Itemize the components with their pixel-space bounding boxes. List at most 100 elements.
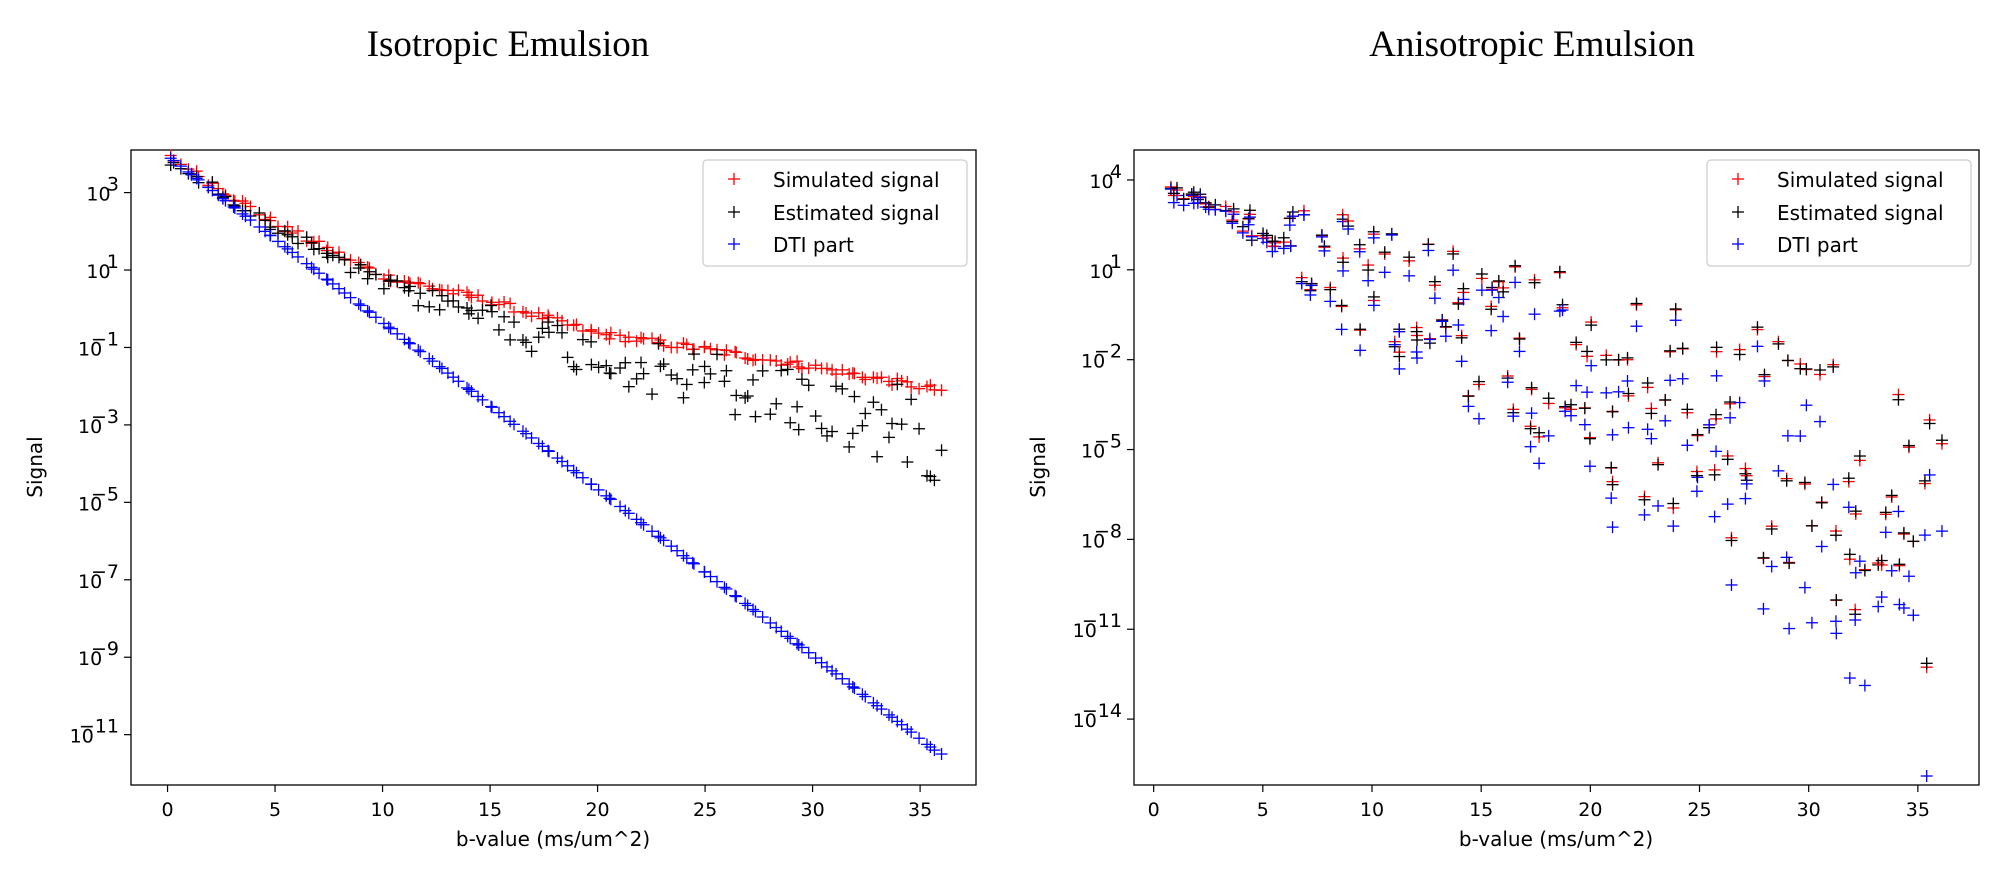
point-dti — [637, 518, 650, 531]
point-dti — [905, 726, 918, 739]
point-dti — [1236, 226, 1249, 239]
point-estimated — [671, 372, 684, 385]
point-estimated — [1918, 474, 1931, 487]
point-simulated — [704, 342, 717, 355]
y-tick-label: 10 — [86, 261, 110, 283]
point-estimated — [781, 363, 794, 376]
y-axis-label: Signal — [1026, 436, 1050, 497]
point-dti — [913, 732, 926, 745]
point-dti — [1830, 627, 1843, 640]
point-dti — [1524, 440, 1537, 453]
point-dti — [1367, 299, 1380, 312]
point-dti — [1553, 305, 1566, 318]
point-simulated — [657, 339, 670, 352]
point-simulated — [809, 359, 822, 372]
point-dti — [1428, 292, 1441, 305]
point-dti — [1423, 333, 1436, 346]
point-dti — [1362, 274, 1375, 287]
point-simulated — [567, 319, 580, 332]
x-tick-label: 25 — [1687, 799, 1711, 821]
point-dti — [391, 327, 404, 340]
point-dti — [875, 703, 888, 716]
point-dti — [278, 240, 291, 253]
point-estimated — [1475, 268, 1488, 281]
point-dti — [1525, 407, 1538, 420]
point-estimated — [1664, 344, 1677, 357]
x-tick-label: 5 — [1257, 799, 1269, 821]
point-estimated — [1849, 505, 1862, 518]
point-dti — [313, 267, 326, 280]
point-estimated — [1497, 285, 1510, 298]
point-dti — [592, 483, 605, 496]
point-simulated — [698, 341, 711, 354]
point-estimated — [585, 358, 598, 371]
point-dti — [1284, 240, 1297, 253]
point-estimated — [1525, 381, 1538, 394]
y-tick-exponent: −7 — [91, 561, 119, 583]
point-dti — [414, 345, 427, 358]
point-simulated — [739, 352, 752, 365]
point-estimated — [1585, 319, 1598, 332]
point-simulated — [412, 276, 425, 289]
point-dti — [216, 192, 229, 205]
point-estimated — [361, 272, 374, 285]
point-estimated — [1266, 235, 1279, 248]
point-dti — [363, 306, 376, 319]
point-estimated — [1570, 336, 1583, 349]
legend-label-dti: DTI part — [1777, 233, 1858, 257]
point-estimated — [344, 266, 357, 279]
point-estimated — [1524, 422, 1537, 435]
point-dti — [1739, 492, 1752, 505]
point-dti — [730, 590, 743, 603]
point-estimated — [1690, 469, 1703, 482]
point-dti — [686, 556, 699, 569]
point-estimated — [680, 378, 693, 391]
point-estimated — [1428, 275, 1441, 288]
point-dti — [1690, 485, 1703, 498]
point-simulated — [441, 284, 454, 297]
point-estimated — [1725, 534, 1738, 547]
point-dti — [1385, 228, 1398, 241]
point-dti — [525, 431, 538, 444]
y-tick-label: 10 — [78, 648, 102, 670]
point-dti — [1659, 414, 1672, 427]
point-dti — [1452, 319, 1465, 332]
point-dti — [1528, 308, 1541, 321]
point-estimated — [423, 300, 436, 313]
point-dti — [935, 748, 948, 761]
y-tick-exponent: −3 — [91, 406, 119, 428]
x-tick-label: 20 — [585, 799, 609, 821]
y-tick-exponent: −1 — [91, 328, 119, 350]
point-dti — [1757, 602, 1770, 615]
point-estimated — [630, 372, 643, 385]
legend-marker — [1732, 173, 1744, 185]
legend-entry-simulated: Simulated signal — [728, 168, 940, 192]
point-estimated — [704, 367, 717, 380]
point-simulated — [492, 298, 505, 311]
x-tick-label: 10 — [370, 799, 394, 821]
point-estimated — [525, 345, 538, 358]
point-dti — [749, 605, 762, 618]
plot-frame — [1133, 149, 1980, 786]
x-axis-ticks: 0 5 10 15 20 25 30 35 — [1148, 785, 1930, 821]
point-dti — [271, 235, 284, 248]
point-estimated — [1829, 529, 1842, 542]
point-estimated — [1605, 461, 1618, 474]
point-dti — [671, 544, 684, 557]
point-estimated — [476, 304, 489, 317]
point-estimated — [657, 358, 670, 371]
x-tick-label: 35 — [1906, 799, 1930, 821]
point-estimated — [1492, 274, 1505, 287]
point-simulated — [292, 224, 305, 237]
point-dti — [174, 160, 187, 173]
point-dti — [1337, 264, 1350, 277]
point-estimated — [300, 231, 313, 244]
point-dti — [1630, 320, 1643, 333]
point-dti — [1277, 242, 1290, 255]
point-estimated — [1324, 283, 1337, 296]
point-estimated — [795, 373, 808, 386]
point-estimated — [369, 268, 382, 281]
point-simulated — [875, 371, 888, 384]
point-estimated — [403, 280, 416, 293]
point-dti — [1780, 551, 1793, 564]
